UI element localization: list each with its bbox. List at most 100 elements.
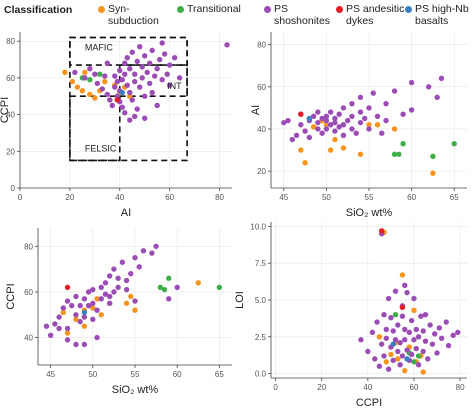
data-point <box>395 356 401 362</box>
x-tick-label: 60 <box>173 370 182 379</box>
data-point <box>357 94 364 101</box>
data-point <box>323 126 330 132</box>
data-point <box>376 334 383 340</box>
data-point <box>60 305 67 311</box>
data-point <box>402 367 408 374</box>
data-point <box>390 357 396 364</box>
region-mafic <box>69 36 188 66</box>
data-point <box>388 351 394 358</box>
y-tick-label: 40 <box>257 125 266 134</box>
data-point <box>102 78 108 85</box>
data-point <box>430 153 436 160</box>
data-point <box>174 284 180 291</box>
data-point <box>323 117 330 124</box>
data-point <box>391 126 398 132</box>
x-tick-label: 45 <box>279 193 288 202</box>
data-point <box>124 54 130 61</box>
data-point <box>362 115 368 122</box>
data-point <box>395 322 401 328</box>
data-point <box>383 359 389 365</box>
data-point <box>422 312 429 318</box>
data-point <box>90 300 96 307</box>
data-point <box>146 60 153 66</box>
data-point <box>52 321 58 327</box>
data-point <box>153 243 159 249</box>
data-point <box>438 335 445 341</box>
data-point <box>392 337 399 343</box>
data-point <box>127 89 133 96</box>
data-point <box>94 80 101 87</box>
data-point <box>340 122 347 128</box>
data-point <box>94 307 100 313</box>
data-point <box>73 316 79 323</box>
data-point <box>112 73 118 79</box>
data-point <box>385 366 392 372</box>
data-point <box>139 75 145 81</box>
x-tick-label: 20 <box>317 383 326 392</box>
data-point <box>114 78 120 85</box>
data-point <box>425 356 431 362</box>
data-point <box>56 325 62 332</box>
data-point <box>92 95 98 101</box>
data-point <box>392 312 399 318</box>
data-point <box>430 170 436 176</box>
data-point <box>420 328 426 334</box>
data-point <box>332 119 338 126</box>
data-point <box>119 77 125 83</box>
data-point <box>391 151 398 157</box>
data-point <box>396 151 402 157</box>
data-point <box>397 339 403 346</box>
data-point <box>77 318 83 325</box>
data-point <box>315 119 321 126</box>
data-point <box>106 273 113 279</box>
x-tick-label: 80 <box>215 193 224 202</box>
x-tick-label: 80 <box>456 383 465 392</box>
data-point <box>129 49 135 55</box>
data-point <box>366 122 372 128</box>
data-point <box>79 88 86 94</box>
data-point <box>425 84 432 90</box>
data-point <box>132 78 138 85</box>
y-tick-label: 40 <box>24 334 33 343</box>
x-axis-label: SiO₂ wt% <box>346 207 393 219</box>
syn-subduction-swatch <box>98 6 105 13</box>
data-point <box>327 122 334 128</box>
data-point <box>136 264 142 270</box>
data-point <box>166 275 172 281</box>
data-point <box>332 128 338 134</box>
data-point <box>340 105 347 111</box>
x-tick-label: 0 <box>18 193 23 202</box>
y-tick-label: 80 <box>24 242 33 251</box>
data-point <box>64 330 71 336</box>
y-axis-label: CCPI <box>5 283 17 309</box>
data-point <box>104 60 110 66</box>
data-point <box>43 323 50 329</box>
data-point <box>293 132 300 138</box>
legend-title: Classification <box>4 4 73 16</box>
data-point <box>149 250 155 256</box>
legend: Classification Syn- subduction Transitio… <box>0 0 474 42</box>
data-point <box>81 341 88 348</box>
data-point <box>102 291 109 297</box>
data-point <box>391 88 398 94</box>
data-point <box>357 119 364 126</box>
data-point <box>399 304 406 311</box>
data-point <box>327 147 334 153</box>
series-ps-high-nb-basalts <box>81 309 88 316</box>
data-point <box>365 348 371 355</box>
data-point <box>434 350 440 356</box>
data-point <box>422 338 429 344</box>
data-point <box>64 284 71 291</box>
data-point <box>129 97 135 103</box>
data-point <box>85 302 92 309</box>
data-point <box>390 328 396 334</box>
data-point <box>73 341 79 348</box>
data-point <box>114 97 120 103</box>
data-point <box>281 119 287 126</box>
data-point <box>102 73 108 79</box>
data-point <box>73 293 79 300</box>
data-point <box>298 111 304 117</box>
series-ps-andesitic-dykes <box>64 284 71 291</box>
data-point <box>411 337 417 343</box>
